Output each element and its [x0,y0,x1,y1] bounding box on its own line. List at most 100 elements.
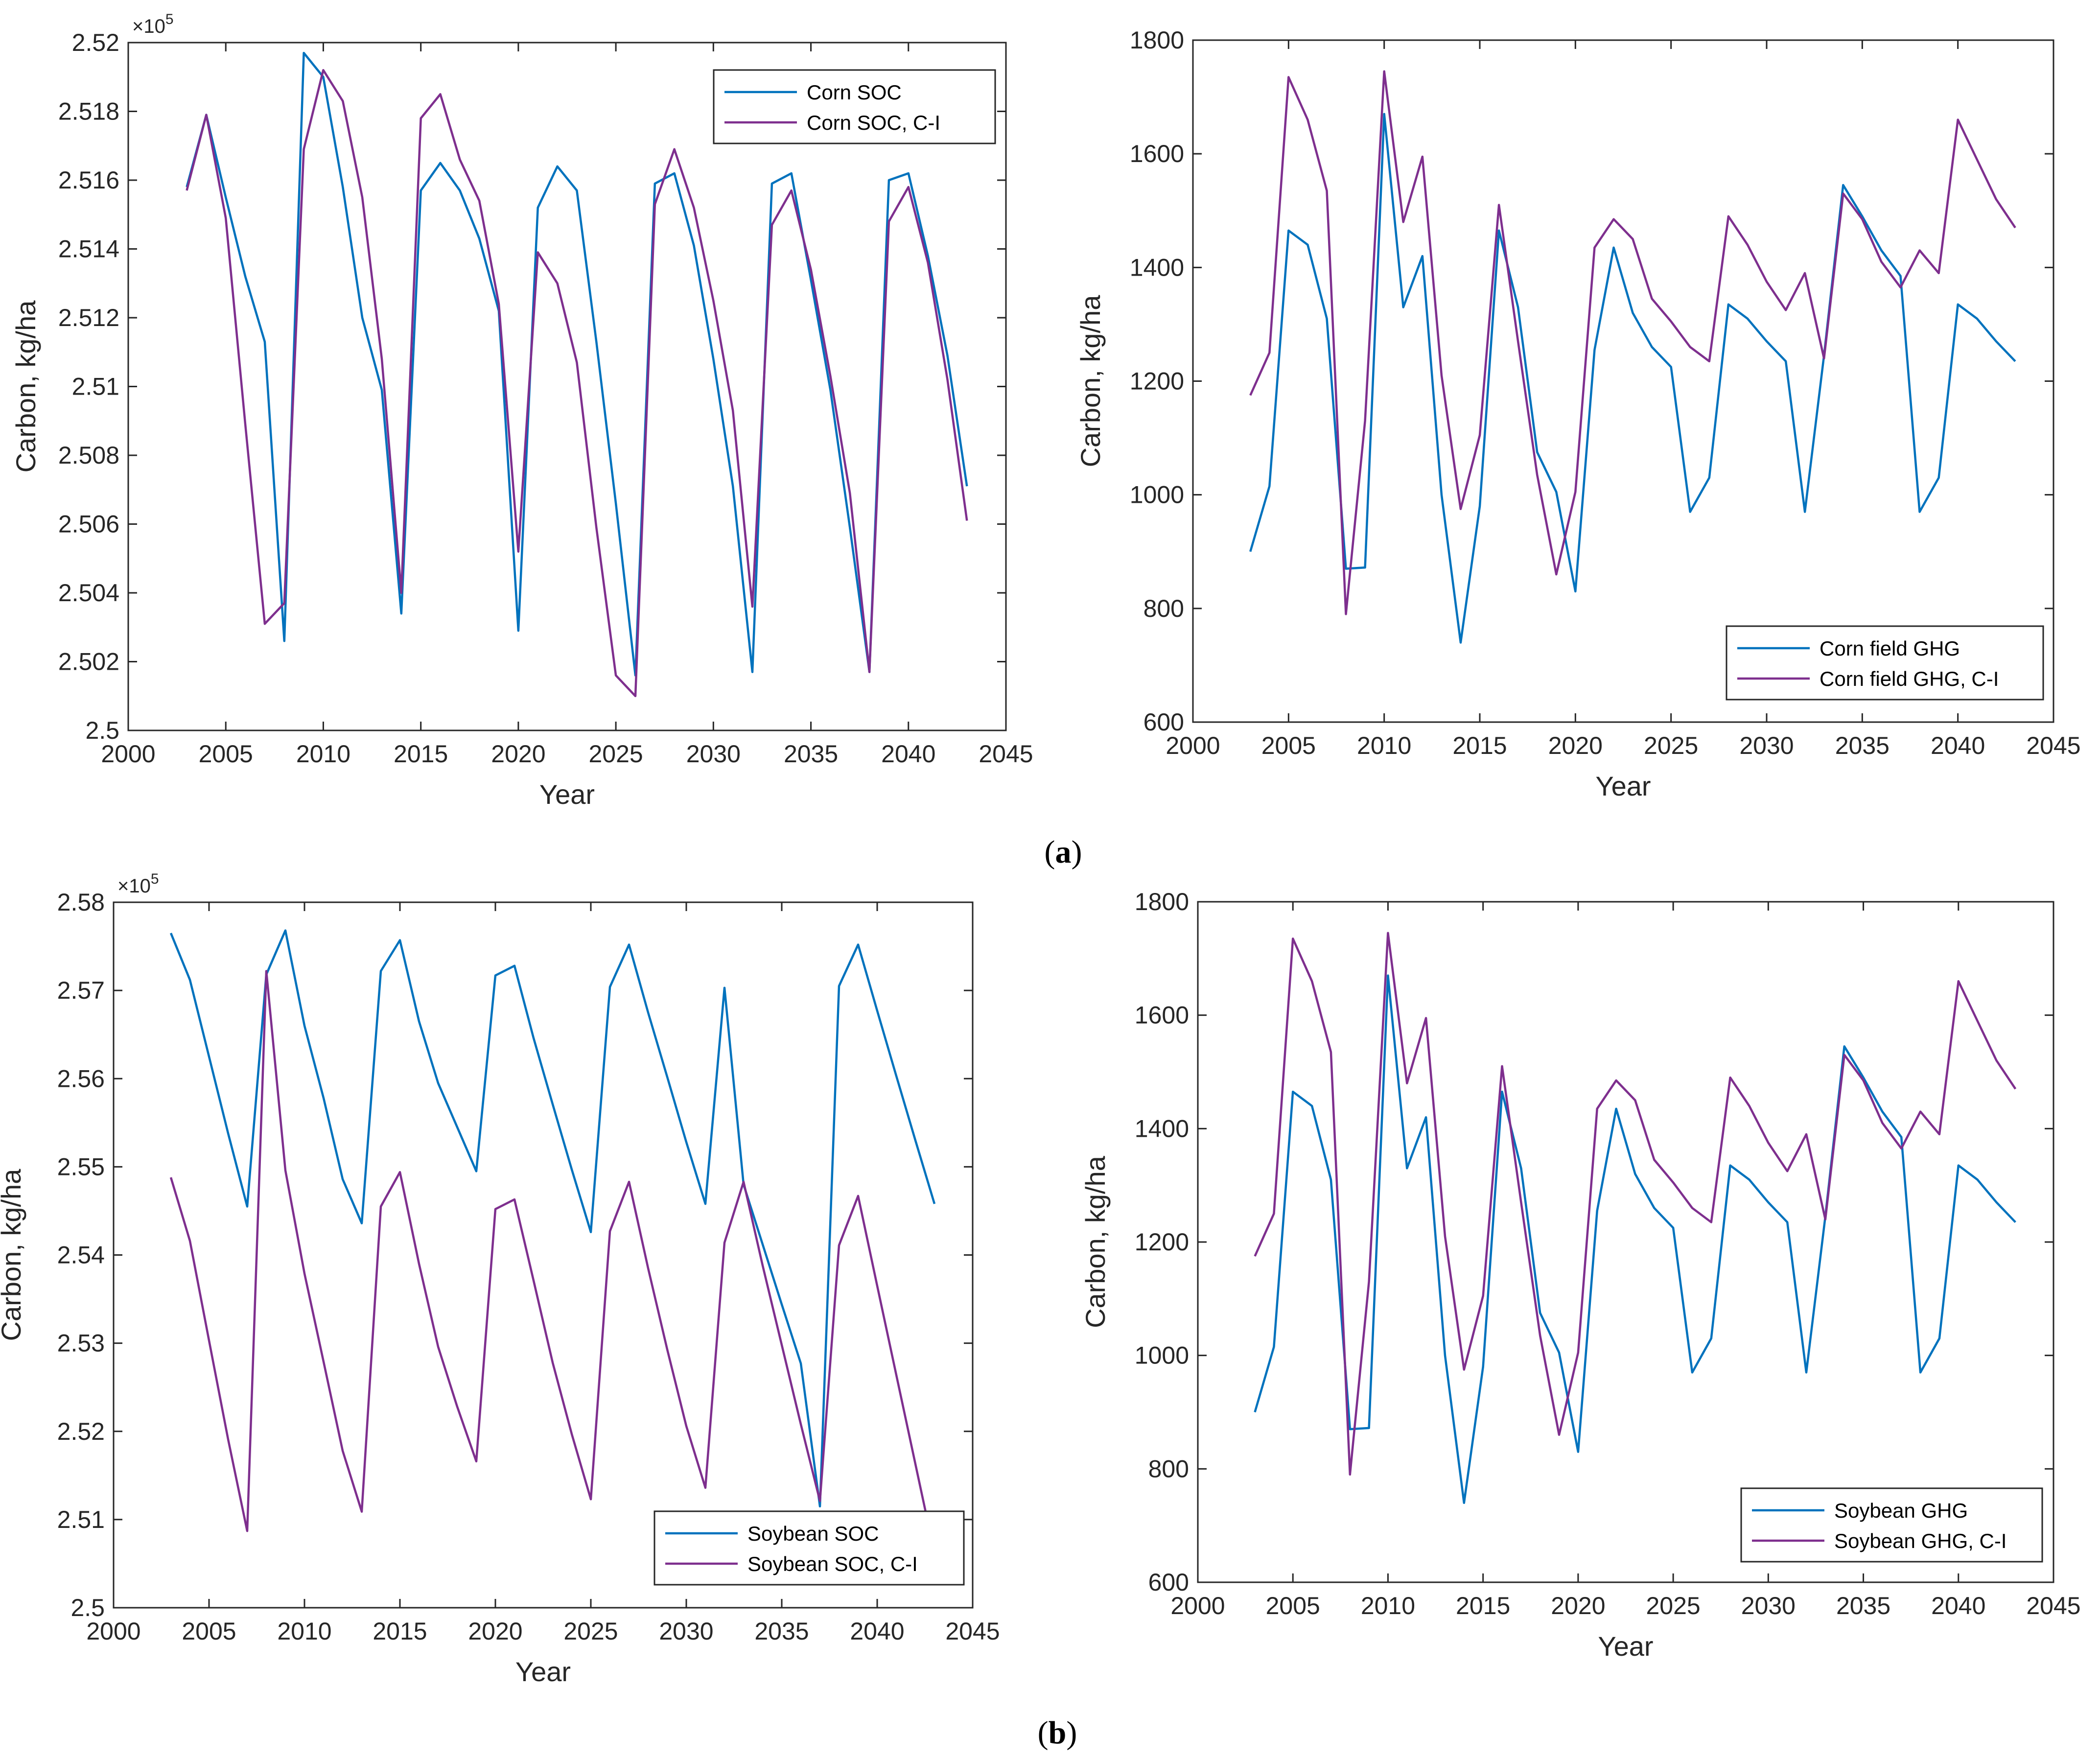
y-tick-label: 2.56 [57,1065,105,1092]
series-line-1 [186,51,968,677]
x-tick-label: 2040 [1931,1592,1985,1619]
y-tick-label: 2.57 [57,977,105,1004]
x-tick-label: 2015 [1452,732,1507,759]
legend-label-1: Soybean SOC [747,1522,879,1545]
x-tick-label: 2015 [373,1618,427,1645]
y-tick-label: 2.512 [58,304,119,331]
x-tick-label: 2010 [1357,732,1411,759]
plot-corn-ghg: 2000 2005 2010 2015 2020 2025 2030 2035 2040 2045… [1075,26,2081,801]
x-tick-label: 2030 [1741,1592,1796,1619]
legend-box [713,69,996,144]
y-tick-label: 1000 [1130,481,1184,509]
x-tick-label: 2010 [277,1618,331,1645]
series-line-2 [1249,70,2016,615]
y-tick-label: 1000 [1135,1342,1189,1369]
series-line-2 [169,970,936,1553]
x-tick-label: 2020 [468,1618,522,1645]
y-tick-label: 600 [1143,708,1184,736]
legend-label-2: Corn field GHG, C-I [1820,667,1999,690]
legend-label-2: Soybean SOC, C-I [747,1552,918,1575]
plot-corn-soc: 2000 2005 2010 2015 2020 2025 2030 2035 2040 2045… [10,11,1033,810]
x-tick-label: 2000 [1166,732,1220,759]
x-tick-label: 2030 [686,740,741,768]
y-tick-label: 2.52 [72,29,119,56]
x-tick-label: 2010 [296,740,350,768]
series-line-2 [186,69,968,698]
x-tick-label: 2045 [945,1618,1000,1645]
y-tick-label: 2.5 [70,1594,105,1621]
x-axis-label: Year [1598,1631,1653,1662]
x-tick-label: 2030 [659,1618,713,1645]
legend-label-2: Soybean GHG, C-I [1834,1529,2007,1552]
x-tick-label: 2000 [86,1618,140,1645]
x-tick-label: 2025 [1646,1592,1700,1619]
x-tick-label: 2035 [784,740,838,768]
x-tick-label: 2005 [1266,1592,1320,1619]
x-tick-label: 2010 [1361,1592,1415,1619]
y-tick-label: 600 [1148,1569,1189,1596]
y-tick-label: 2.54 [57,1242,105,1269]
y-tick-label: 1800 [1135,888,1189,915]
legend-box [1740,1487,2043,1563]
y-tick-label: 1800 [1130,26,1184,54]
x-tick-label: 2030 [1739,732,1794,759]
panel-label-a: (a) [1045,834,1082,870]
y-tick-label: 2.53 [57,1330,105,1357]
x-tick-label: 2040 [1931,732,1985,759]
y-axis-label: Carbon, kg/ha [1075,295,1106,468]
x-tick-label: 2000 [1170,1592,1225,1619]
legend-box [653,1510,965,1586]
series-line-1 [169,929,936,1508]
axes-box [1197,901,2054,1583]
x-tick-label: 2020 [1548,732,1603,759]
legend-label-2: Corn SOC, C-I [807,111,940,134]
y-tick-label: 2.55 [57,1153,105,1180]
plot-soybean-soc: 2000 2005 2010 2015 2020 2025 2030 2035 2040 2045… [0,871,1000,1687]
x-tick-label: 2025 [588,740,643,768]
x-tick-label: 2005 [182,1618,236,1645]
x-tick-label: 2025 [563,1618,618,1645]
x-tick-label: 2045 [2026,1592,2080,1619]
x-axis-label: Year [515,1656,571,1687]
y-tick-label: 2.58 [57,889,105,916]
x-tick-label: 2035 [754,1618,809,1645]
series-line-1 [1249,113,2016,644]
axis-exponent: ×105 [132,11,174,37]
y-tick-label: 1600 [1130,140,1184,167]
x-tick-label: 2020 [1551,1592,1605,1619]
legend-label-1: Soybean GHG [1834,1499,1968,1522]
y-tick-label: 1600 [1135,1002,1189,1029]
legend-box [1726,625,2044,701]
y-tick-label: 2.508 [58,442,119,469]
y-tick-label: 1200 [1130,368,1184,395]
x-axis-label: Year [539,779,595,810]
x-tick-label: 2015 [394,740,448,768]
y-axis-label: Carbon, kg/ha [1080,1155,1111,1328]
y-tick-label: 2.52 [57,1418,105,1445]
x-tick-label: 2045 [979,740,1033,768]
x-axis-label: Year [1595,771,1651,801]
y-axis-label: Carbon, kg/ha [0,1169,26,1341]
axes-box [113,901,974,1609]
axes-box [1192,39,2054,723]
x-tick-label: 2000 [101,740,155,768]
y-tick-label: 1400 [1130,254,1184,281]
axes-box [127,42,1007,731]
x-tick-label: 2045 [2026,732,2080,759]
y-axis-label: Carbon, kg/ha [10,300,41,473]
x-tick-label: 2035 [1835,732,1890,759]
panel-label-b: (b) [1038,1715,1077,1751]
y-tick-label: 1200 [1135,1228,1189,1256]
y-tick-label: 1400 [1135,1115,1189,1142]
axis-exponent: ×105 [117,871,159,897]
y-tick-label: 2.506 [58,511,119,538]
y-tick-label: 800 [1143,595,1184,622]
y-tick-label: 2.5 [85,717,119,744]
legend-label-1: Corn SOC [807,81,902,104]
y-tick-label: 800 [1148,1455,1189,1482]
y-tick-label: 2.516 [58,166,119,194]
series-line-2 [1254,932,2017,1476]
y-tick-label: 2.502 [58,648,119,676]
y-tick-label: 2.518 [58,98,119,125]
